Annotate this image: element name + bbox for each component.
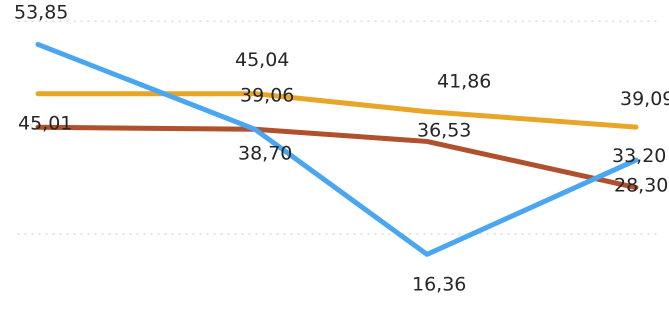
data-label: 53,85 xyxy=(14,1,68,23)
data-label: 39,09 xyxy=(620,88,669,110)
data-labels: 45,04 41,86 39,09 45,01 39,06 36,53 28,30 53,85… xyxy=(14,1,669,295)
series-3-line xyxy=(35,41,639,257)
data-label: 28,30 xyxy=(614,175,668,197)
data-label: 39,06 xyxy=(240,84,294,106)
series-lines xyxy=(35,41,639,257)
data-label: 38,70 xyxy=(238,142,292,164)
data-label: 45,01 xyxy=(18,112,72,134)
data-label: 16,36 xyxy=(412,273,466,295)
series-1-line xyxy=(35,91,639,130)
data-label: 36,53 xyxy=(417,119,471,141)
data-label: 33,20 xyxy=(612,145,666,167)
data-label: 45,04 xyxy=(235,49,289,71)
data-label: 41,86 xyxy=(437,71,491,93)
series-2-line xyxy=(35,124,639,191)
